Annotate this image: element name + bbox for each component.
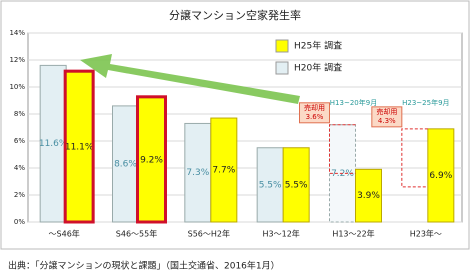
y-tick-label: 4% [14,164,25,172]
bracket [401,128,428,188]
callout-text: 売却用 [376,107,397,116]
x-tick-label: S56～H2年 [188,229,230,239]
x-tick-label: H23年～ [410,229,442,239]
x-tick-label: S46～55年 [116,229,157,239]
bar [427,128,455,223]
data-label: 7.3% [186,168,209,178]
legend-swatch [275,61,289,75]
bar [184,122,212,223]
data-label: 5.5% [285,180,308,190]
bar [138,97,165,223]
bar [282,147,310,223]
data-label: 8.6% [114,159,137,169]
legend-label: H20年 調査 [294,62,342,74]
x-tick-label: H3～12年 [263,229,300,239]
callout-box [371,106,403,128]
legend-label: H25年 調査 [294,40,342,52]
data-label: 6.9% [429,171,452,181]
data-label: 7.7% [212,166,235,176]
data-label: 3.9% [357,191,380,201]
y-tick-label: 0% [14,218,25,226]
callout-value: 4.3% [378,117,396,125]
y-tick-label: 6% [14,137,25,145]
highlight-box [136,95,167,224]
legend-swatch [275,39,289,53]
y-tick-label: 2% [14,191,25,199]
data-label: 9.2% [140,155,163,165]
y-tick-label: 14% [9,29,25,37]
callout-box [299,102,330,124]
bar [39,64,67,223]
y-tick-label: 10% [9,83,25,91]
bar [355,168,382,223]
arrow [80,54,300,104]
chart-title: 分譲マンション空家発生率 [169,8,301,22]
bracket [329,124,356,174]
source: 出典：「分譲マンションの現状と課題」（国土交通省、2016年1月） [8,260,280,272]
y-tick-label: 12% [9,56,25,64]
y-tick-label: 8% [14,110,25,118]
callout-text: 売却用 [304,103,325,112]
data-label: 5.5% [259,180,282,190]
x-tick-label: ～S46年 [49,229,80,239]
period-label: H13~20年9月 [330,98,377,107]
x-tick-label: H13～22年 [332,229,374,239]
callout-value: 3.6% [306,113,324,121]
period-label: H23~25年9月 [402,98,449,107]
data-label: 11.6% [39,139,68,149]
bar [210,117,238,223]
data-label: 11.1% [65,143,94,153]
highlight-box [63,69,95,224]
